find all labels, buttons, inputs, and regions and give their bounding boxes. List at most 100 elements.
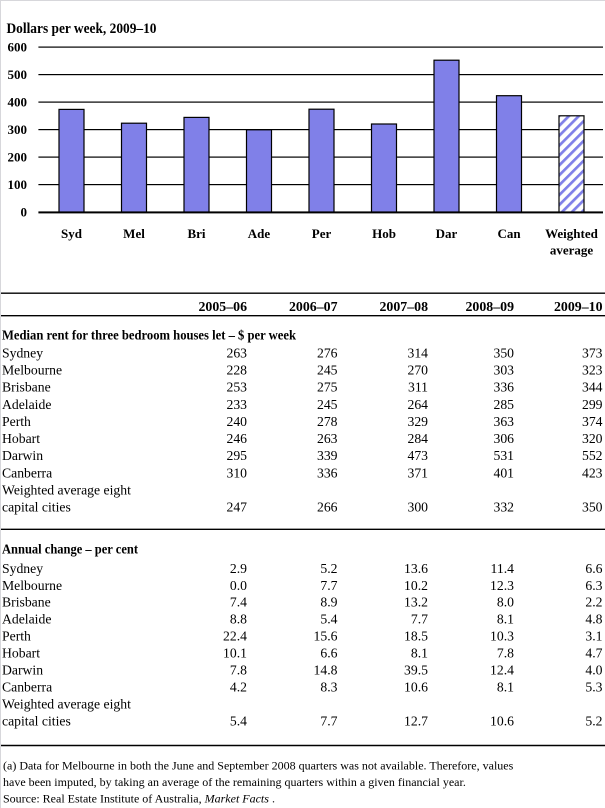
svg-text:5.4: 5.4 <box>230 713 247 728</box>
svg-text:531: 531 <box>493 448 514 463</box>
svg-text:263: 263 <box>226 346 247 361</box>
svg-text:Weighted average eight: Weighted average eight <box>2 696 131 711</box>
svg-text:473: 473 <box>407 448 428 463</box>
svg-text:600: 600 <box>8 39 28 54</box>
svg-text:0: 0 <box>21 204 28 219</box>
svg-text:336: 336 <box>317 465 338 480</box>
svg-text:3.1: 3.1 <box>585 629 602 644</box>
svg-text:Adelaide: Adelaide <box>2 397 51 412</box>
svg-text:320: 320 <box>582 431 603 446</box>
svg-text:10.3: 10.3 <box>490 629 514 644</box>
svg-text:2005–06: 2005–06 <box>199 299 248 314</box>
svg-text:245: 245 <box>317 363 338 378</box>
svg-text:8.0: 8.0 <box>497 595 514 610</box>
svg-text:4.2: 4.2 <box>230 680 247 695</box>
svg-text:10.6: 10.6 <box>490 713 514 728</box>
svg-text:299: 299 <box>582 397 603 412</box>
svg-text:Perth: Perth <box>2 414 31 429</box>
svg-text:7.7: 7.7 <box>320 713 337 728</box>
svg-text:5.4: 5.4 <box>320 612 337 627</box>
svg-text:18.5: 18.5 <box>404 629 428 644</box>
svg-text:2.2: 2.2 <box>585 595 602 610</box>
svg-text:4.7: 4.7 <box>585 646 602 661</box>
svg-text:246: 246 <box>226 431 247 446</box>
svg-text:8.3: 8.3 <box>320 680 337 695</box>
svg-text:Syd: Syd <box>61 226 83 241</box>
svg-text:2006–07: 2006–07 <box>289 299 338 314</box>
svg-text:270: 270 <box>407 363 428 378</box>
svg-text:Melbourne: Melbourne <box>2 578 62 593</box>
svg-text:6.3: 6.3 <box>585 578 602 593</box>
svg-text:Hobart: Hobart <box>2 646 40 661</box>
svg-text:363: 363 <box>493 414 514 429</box>
svg-text:5.2: 5.2 <box>585 713 602 728</box>
svg-text:Canberra: Canberra <box>2 680 52 695</box>
svg-text:228: 228 <box>226 363 247 378</box>
svg-text:Brisbane: Brisbane <box>2 595 51 610</box>
svg-text:Weighted average eight: Weighted average eight <box>2 483 131 498</box>
svg-text:7.8: 7.8 <box>497 646 514 661</box>
svg-text:552: 552 <box>582 448 603 463</box>
svg-text:7.7: 7.7 <box>411 612 428 627</box>
svg-text:10.6: 10.6 <box>404 680 428 695</box>
svg-text:7.7: 7.7 <box>320 578 337 593</box>
svg-text:200: 200 <box>8 149 28 164</box>
svg-text:275: 275 <box>317 380 338 395</box>
svg-text:374: 374 <box>582 414 603 429</box>
svg-text:2009–10: 2009–10 <box>554 299 603 314</box>
svg-text:300: 300 <box>8 122 28 137</box>
svg-text:average: average <box>550 243 594 258</box>
svg-text:306: 306 <box>493 431 514 446</box>
svg-text:5.3: 5.3 <box>585 680 602 695</box>
svg-text:15.6: 15.6 <box>314 629 338 644</box>
svg-text:8.1: 8.1 <box>497 680 514 695</box>
svg-text:have been imputed, by taking a: have been imputed, by taking an average … <box>3 775 466 789</box>
svg-text:4.0: 4.0 <box>585 663 602 678</box>
svg-text:13.2: 13.2 <box>404 595 428 610</box>
svg-text:Mel: Mel <box>123 226 145 241</box>
svg-text:Adelaide: Adelaide <box>2 612 51 627</box>
svg-text:Weighted: Weighted <box>545 226 598 241</box>
svg-text:Brisbane: Brisbane <box>2 380 51 395</box>
svg-text:336: 336 <box>493 380 514 395</box>
svg-text:Dar: Dar <box>436 226 458 241</box>
svg-text:Perth: Perth <box>2 629 31 644</box>
svg-text:Per: Per <box>312 226 332 241</box>
svg-text:13.6: 13.6 <box>404 561 428 576</box>
svg-text:264: 264 <box>407 397 428 412</box>
svg-text:8.9: 8.9 <box>320 595 337 610</box>
svg-text:Melbourne: Melbourne <box>2 363 62 378</box>
svg-text:Canberra: Canberra <box>2 465 52 480</box>
svg-text:Darwin: Darwin <box>2 663 43 678</box>
svg-text:Source: Real Estate Institute: Source: Real Estate Institute of Austral… <box>3 791 275 805</box>
svg-text:Dollars per week, 2009–10: Dollars per week, 2009–10 <box>7 21 157 37</box>
svg-text:233: 233 <box>226 397 247 412</box>
svg-text:263: 263 <box>317 431 338 446</box>
svg-text:6.6: 6.6 <box>320 646 337 661</box>
svg-text:Hobart: Hobart <box>2 431 40 446</box>
svg-text:39.5: 39.5 <box>404 663 428 678</box>
svg-text:310: 310 <box>226 465 247 480</box>
svg-text:8.8: 8.8 <box>230 612 247 627</box>
svg-text:350: 350 <box>493 346 514 361</box>
svg-text:300: 300 <box>407 500 428 515</box>
svg-text:285: 285 <box>493 397 514 412</box>
svg-text:Can: Can <box>497 226 521 241</box>
svg-text:266: 266 <box>317 500 338 515</box>
svg-text:311: 311 <box>408 380 428 395</box>
svg-text:12.3: 12.3 <box>490 578 514 593</box>
svg-text:capital cities: capital cities <box>2 500 71 515</box>
svg-text:Bri: Bri <box>187 226 205 241</box>
svg-text:100: 100 <box>8 177 28 192</box>
svg-text:350: 350 <box>582 500 603 515</box>
svg-text:Ade: Ade <box>248 226 271 241</box>
svg-text:329: 329 <box>407 414 428 429</box>
svg-text:Hob: Hob <box>372 226 396 241</box>
svg-text:8.1: 8.1 <box>411 646 428 661</box>
svg-text:Darwin: Darwin <box>2 448 43 463</box>
svg-text:capital cities: capital cities <box>2 713 71 728</box>
svg-text:323: 323 <box>582 363 603 378</box>
svg-text:11.4: 11.4 <box>491 561 515 576</box>
svg-text:5.2: 5.2 <box>320 561 337 576</box>
svg-text:(a) Data for Melbourne in both: (a) Data for Melbourne in both the June … <box>3 758 514 772</box>
